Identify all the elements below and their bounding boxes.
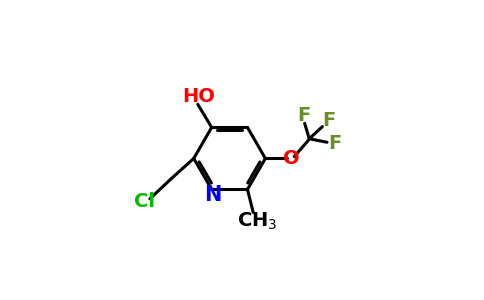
Text: F: F (328, 134, 341, 153)
Text: CH$_3$: CH$_3$ (237, 211, 277, 232)
Text: F: F (297, 106, 310, 124)
Text: O: O (283, 149, 300, 168)
Text: Cl: Cl (134, 192, 154, 211)
Text: HO: HO (182, 87, 215, 106)
Text: F: F (322, 111, 335, 130)
Text: N: N (204, 185, 222, 205)
